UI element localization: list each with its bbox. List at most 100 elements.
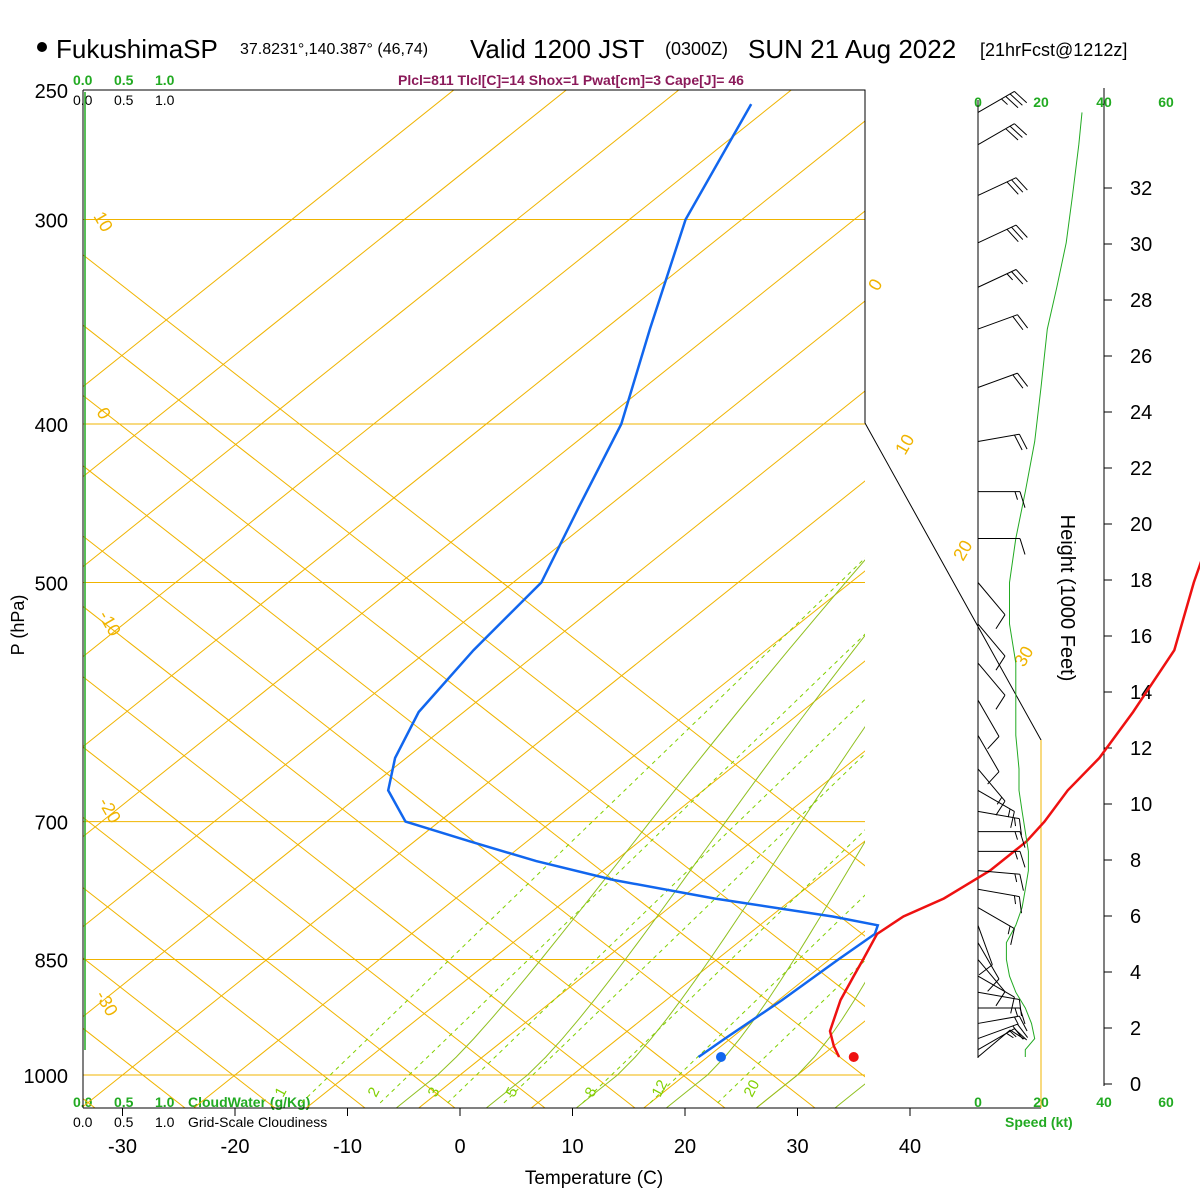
isotherm-line (83, 390, 865, 1018)
wind-barb-flag (1019, 874, 1024, 891)
wind-barb-half-flag (1001, 98, 1008, 105)
isotherm-line (83, 90, 680, 568)
wind-barb-staff (977, 177, 1017, 196)
x-axis-title: Temperature (C) (525, 1168, 663, 1189)
cloudiness-label: Grid-Scale Cloudiness (188, 1114, 327, 1130)
dewpoint-profile-line (386, 103, 880, 1059)
wind-barb-staff (977, 1015, 1020, 1024)
moist-adiabat-line (575, 725, 865, 1108)
wind-barb (977, 942, 1000, 992)
speed-scale-bottom-0: 0 (974, 1094, 982, 1110)
isotherm-label: 10 (90, 208, 117, 235)
temperature-tick-label: -10 (333, 1136, 362, 1158)
height-tick-label: 10 (1130, 794, 1152, 816)
wind-barb-staff (977, 1028, 1015, 1051)
parcel-indices: Plcl=811 Tlcl[C]=14 Shox=1 Pwat[cm]=3 Ca… (398, 72, 744, 88)
wind-barb-half-flag (1007, 808, 1011, 818)
dry-adiabat-line (83, 1027, 186, 1108)
cloudiness-scale-bottom-2: 1.0 (155, 1114, 175, 1130)
wind-barb-flag (987, 978, 1000, 992)
wind-barb (977, 662, 1006, 710)
wind-barb (977, 1023, 1029, 1040)
dry-adiabat-line (83, 535, 816, 1108)
cloud-scale-top: 0.0 0.5 1.0 (73, 72, 175, 88)
isotherm-line (83, 90, 568, 478)
wind-barb-flag (1012, 316, 1024, 331)
temperature-profile-line (828, 560, 1200, 1058)
wind-barb-flag (1017, 1023, 1029, 1038)
wind-barb (977, 1015, 1028, 1032)
isotherm-label: 0 (93, 404, 115, 423)
wind-barb-flag (1010, 811, 1015, 828)
wind-barb-half-flag (996, 796, 1003, 805)
height-tick-label: 20 (1130, 514, 1152, 536)
isotherm-line (305, 660, 865, 1108)
pressure-tick-label: 1000 (24, 1066, 69, 1088)
grid-layer (0, 78, 1200, 1110)
wind-barb-flag (995, 991, 1006, 1007)
profiles-layer (386, 103, 1200, 1063)
wind-barb-flag (1011, 271, 1024, 285)
pressure-tick-label: 300 (35, 211, 68, 233)
wind-barb (977, 810, 1023, 836)
height-axis-title: Height (1000 Feet) (1056, 515, 1078, 682)
dry-adiabat-line (0, 78, 5, 1108)
pressure-tick-label: 400 (35, 415, 68, 437)
moist-adiabat-line (485, 634, 865, 1108)
height-tick-label: 18 (1130, 570, 1152, 592)
wind-barb-flag (1019, 851, 1026, 868)
wind-barb-staff (977, 224, 1017, 244)
wind-barb (978, 538, 1026, 555)
wind-barb-staff (977, 662, 1006, 696)
cloudiness-scale-top-2: 1.0 (155, 92, 175, 108)
moist-adiabat-line (665, 840, 865, 1108)
wind-barbs-layer (977, 90, 1083, 1058)
wind-barb (978, 491, 1026, 508)
isotherm-line (83, 210, 865, 838)
cloudwater-label: CloudWater (g/Kg) (188, 1094, 310, 1110)
wind-barb-flag (1019, 491, 1026, 508)
wind-barb (977, 314, 1029, 331)
wind-barb-flag (995, 800, 1006, 816)
wind-barb-staff (977, 623, 1006, 657)
mixing-ratio-line (582, 829, 865, 1104)
dry-adiabat-line (83, 746, 546, 1108)
wind-barb-flag (1018, 999, 1023, 1017)
wind-barb-half-flag (1014, 831, 1018, 840)
wind-barb (977, 790, 1015, 828)
temperature-tick-label: 20 (674, 1136, 696, 1158)
speed-label: Speed (kt) (1005, 1114, 1073, 1130)
wind-barb-half-flag (1013, 1016, 1019, 1025)
wind-barb-flag (1017, 314, 1029, 329)
height-tick-label: 30 (1130, 234, 1152, 256)
isotherm-line (642, 930, 865, 1108)
wind-barb-flag (995, 655, 1006, 671)
wind-barb-flag (1009, 125, 1023, 138)
wind-barb-flag (1006, 181, 1019, 195)
plot-frame (82, 89, 1042, 1108)
wind-barb-flag (1010, 928, 1015, 945)
cloudiness-scale-bottom: 0.0 0.5 1.0 Grid-Scale Cloudiness (73, 1114, 327, 1130)
wind-barb-staff (977, 810, 1020, 820)
wind-barb (977, 991, 1023, 1017)
temperature-tick-label: 10 (561, 1136, 583, 1158)
wind-barb-flag (1009, 93, 1023, 106)
mixing-ratio-line (379, 633, 865, 1104)
isotherm-label: 20 (949, 537, 976, 564)
station-name: FukushimaSP (56, 34, 218, 64)
isotherm-label: 10 (891, 431, 918, 458)
wind-barb-half-flag (1006, 273, 1014, 281)
wind-barb-flag (1018, 1015, 1028, 1032)
wind-barb-staff (977, 942, 1000, 980)
wind-barb-flag (1011, 179, 1024, 193)
isotherm-label: -10 (95, 607, 125, 640)
station-coords: 37.8231°,140.387° (46,74) (240, 41, 428, 58)
isotherm-line (83, 90, 793, 658)
moist-adiabat-line (395, 559, 865, 1108)
wind-barb (977, 907, 1015, 945)
moist-adiabat-line (900, 90, 1200, 1110)
height-tick-label: 8 (1130, 850, 1141, 872)
wind-barb-flag (1015, 177, 1028, 191)
speed-scale-bottom: 0 20 40 60 (974, 1094, 1174, 1110)
